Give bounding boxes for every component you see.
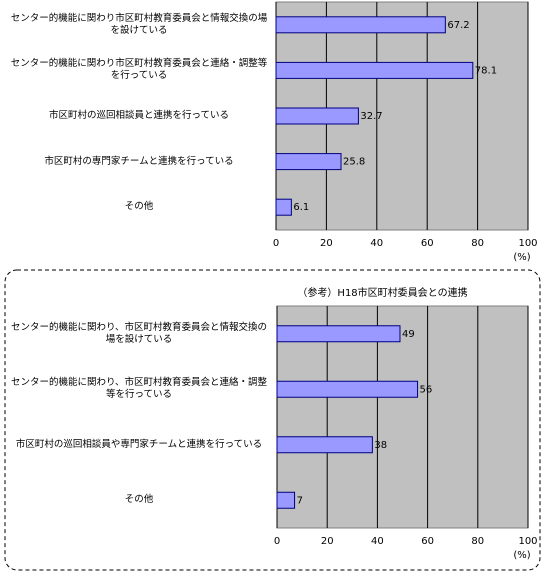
category-label: その他: [124, 201, 154, 213]
chart-title: （参考）H18市区町村委員会との連携: [297, 286, 467, 299]
x-tick-label: 40: [371, 536, 384, 547]
bar: [276, 436, 373, 454]
value-label: 38: [374, 440, 387, 451]
bar: [275, 198, 292, 216]
bar: [275, 107, 359, 125]
value-label: 7: [297, 495, 303, 506]
bar: [275, 61, 474, 79]
value-label: 25.8: [343, 157, 365, 168]
x-tick-label: 80: [471, 238, 484, 249]
value-label: 6.1: [293, 202, 309, 213]
bar: [276, 491, 296, 509]
x-tick-label: 80: [471, 536, 484, 547]
category-label: 市区町村の専門家チームと連携を行っている: [44, 155, 234, 167]
bar: [275, 153, 342, 171]
x-tick-label: 40: [370, 238, 383, 249]
x-tick-label: 0: [274, 536, 280, 547]
bar: [276, 325, 401, 343]
plot-area: [276, 305, 529, 529]
category-label: その他: [124, 494, 154, 506]
category-label: センター的機能に関わり、市区町村教育委員会と連絡・調整等を行っている: [10, 377, 268, 401]
x-tick-label: 60: [421, 238, 434, 249]
category-label: センター的機能に関わり市区町村教育委員会と連絡・調整等を行っている: [10, 58, 268, 82]
x-tick-label: 60: [421, 536, 434, 547]
category-label: センター的機能に関わり市区町村教育委員会と情報交換の場を設けている: [10, 12, 268, 36]
x-tick-label: 0: [273, 238, 279, 249]
value-label: 56: [420, 384, 433, 395]
x-axis-label: (%): [513, 550, 530, 561]
x-axis-label: (%): [513, 252, 530, 263]
value-label: 67.2: [447, 20, 469, 31]
bar: [276, 380, 419, 398]
value-label: 32.7: [360, 111, 382, 122]
category-label: 市区町村の巡回相談員と連携を行っている: [48, 110, 230, 121]
category-label: センター的機能に関わり、市区町村教育委員会と情報交換の場を設けている: [10, 321, 268, 345]
bar: [275, 16, 446, 34]
x-tick-label: 100: [518, 536, 537, 547]
category-label: 市区町村の巡回相談員や専門家チームと連携を行っている: [15, 438, 263, 450]
reference-box: [4, 269, 541, 571]
value-label: 49: [402, 329, 415, 340]
x-tick-label: 20: [320, 238, 333, 249]
x-tick-label: 100: [518, 238, 537, 249]
x-tick-label: 20: [321, 536, 334, 547]
value-label: 78.1: [475, 65, 497, 76]
